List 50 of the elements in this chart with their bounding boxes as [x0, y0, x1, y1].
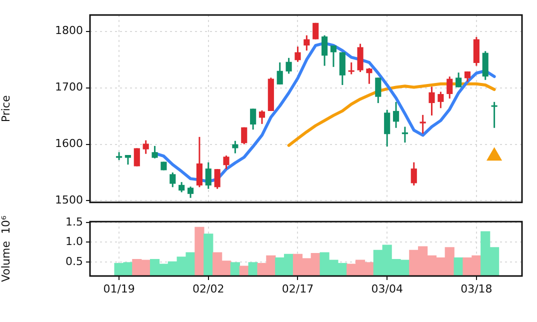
- candlestick: [438, 91, 444, 109]
- candlestick: [241, 126, 248, 146]
- candlestick: [214, 168, 220, 190]
- candlestick: [473, 36, 480, 67]
- candlestick: [482, 50, 488, 81]
- candlestick: [223, 154, 230, 170]
- candlestick: [384, 109, 390, 148]
- y-tick-label: 1600: [55, 137, 83, 150]
- y-tick-label: 1700: [55, 80, 83, 94]
- candlestick: [196, 136, 202, 188]
- candlestick: [205, 162, 212, 190]
- candlestick: [152, 145, 158, 160]
- candlestick: [491, 101, 498, 129]
- candlestick: [366, 67, 372, 85]
- candlestick: [446, 76, 453, 100]
- candlestick: [420, 114, 426, 134]
- candlestick: [187, 186, 194, 199]
- candlestick: [250, 108, 256, 130]
- candlestick: [134, 147, 140, 168]
- candlestick: [375, 76, 382, 104]
- y-tick-label: 1800: [55, 24, 83, 38]
- candlestick: [357, 43, 364, 73]
- y-axis-title: Volume 10⁶: [0, 215, 12, 282]
- y-tick-label: 1.5: [66, 215, 83, 228]
- x-tick-label: 03/18: [460, 282, 492, 296]
- y-tick-label: 1500: [55, 194, 83, 207]
- candlestick: [322, 34, 328, 67]
- candlestick: [170, 172, 176, 188]
- candlestick: [286, 57, 292, 74]
- candlestick: [142, 140, 149, 155]
- candlestick: [304, 34, 310, 52]
- y-tick-label: 1.0: [66, 235, 83, 248]
- candlestick: [392, 101, 400, 129]
- x-tick-label: 02/17: [282, 282, 314, 296]
- x-tick-label: 03/04: [371, 282, 403, 296]
- candlestick: [294, 46, 301, 63]
- candlestick: [178, 181, 185, 193]
- candlestick: [428, 86, 435, 116]
- x-tick-label: 01/19: [103, 282, 135, 296]
- candlestick: [258, 110, 266, 125]
- candlestick: [410, 162, 417, 186]
- y-tick-label: 0.5: [66, 254, 83, 268]
- candlestick: [348, 62, 354, 76]
- candlestick: [330, 44, 337, 68]
- candlestick: [276, 62, 283, 86]
- y-axis-title: Price: [0, 95, 12, 122]
- x-tick-label: 02/02: [192, 282, 224, 296]
- candlestick: [456, 72, 462, 88]
- candlestick: [312, 22, 319, 40]
- candlestick: [339, 52, 346, 86]
